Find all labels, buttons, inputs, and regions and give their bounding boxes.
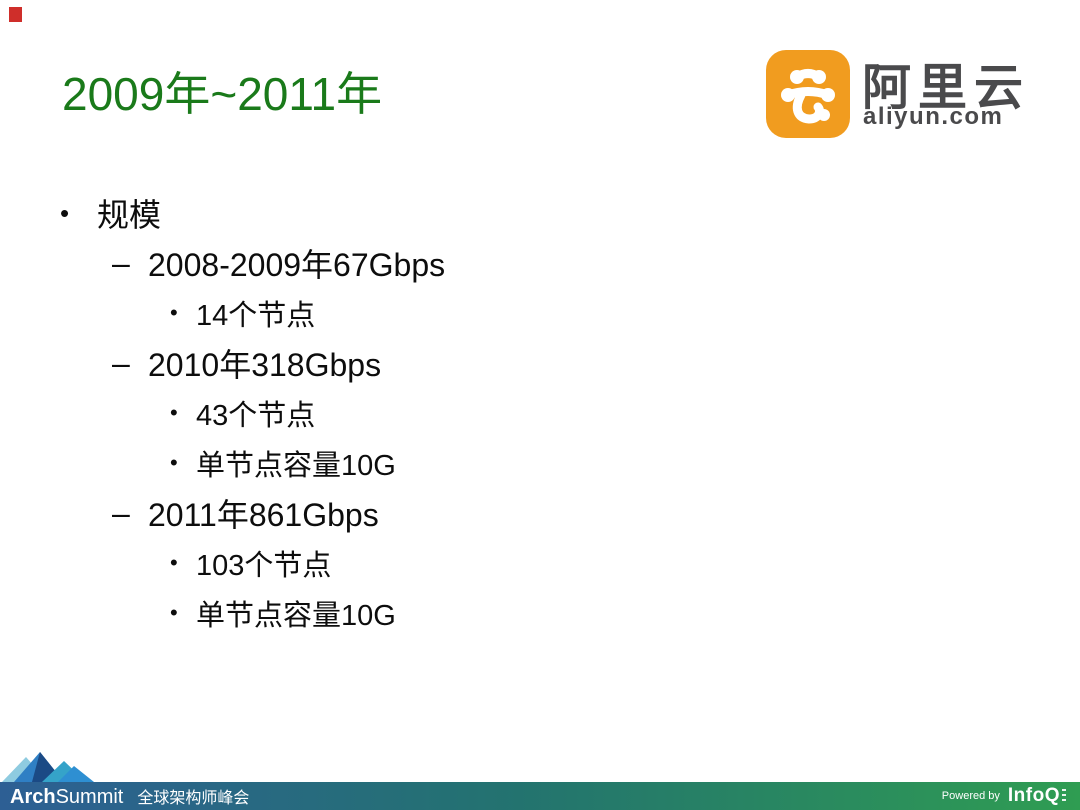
list-item-text: 2010年318Gbps xyxy=(148,347,382,383)
list-item: • 单节点容量10G xyxy=(0,438,1080,488)
list-item: • 43个节点 xyxy=(0,388,1080,438)
bullet-icon: • xyxy=(170,400,178,425)
bullet-icon: • xyxy=(60,197,70,228)
brand-regular-text: Summit xyxy=(55,785,124,808)
aliyun-logo: 阿里云 aliyun.com xyxy=(766,48,1046,140)
list-item-text: 规模 xyxy=(97,197,162,233)
bullet-list: • 规模 – 2008-2009年67Gbps • 14个节点 – 2010年3… xyxy=(0,188,1080,638)
list-item-text: 单节点容量10G xyxy=(196,600,396,632)
slide-title: 2009年~2011年 xyxy=(62,68,383,120)
dash-icon: – xyxy=(112,244,130,281)
list-item: – 2010年318Gbps xyxy=(0,338,1080,388)
infoq-logo: InfoQ xyxy=(1007,785,1060,806)
list-item: • 规模 xyxy=(0,188,1080,238)
list-item-text: 2011年861Gbps xyxy=(148,497,379,533)
mountains-logo xyxy=(2,749,94,782)
list-item: • 103个节点 xyxy=(0,538,1080,588)
aliyun-domain-text: aliyun.com xyxy=(863,103,1004,130)
dash-icon: – xyxy=(112,344,130,381)
list-item-text: 14个节点 xyxy=(196,300,316,332)
bullet-icon: • xyxy=(170,550,178,575)
list-item-text: 2008-2009年67Gbps xyxy=(148,247,446,283)
list-item: • 单节点容量10G xyxy=(0,588,1080,638)
footer-bar: Arch Summit 全球架构师峰会 Powered by InfoQ xyxy=(0,782,1080,810)
bullet-icon: • xyxy=(170,600,178,625)
bullet-icon: • xyxy=(170,450,178,475)
list-item: – 2008-2009年67Gbps xyxy=(0,238,1080,288)
infoq-cn-mark-icon xyxy=(1062,789,1066,803)
list-item: – 2011年861Gbps xyxy=(0,488,1080,538)
dash-icon: – xyxy=(112,494,130,531)
brand-bold-text: Arch xyxy=(10,785,56,808)
archsummit-brand: Arch Summit 全球架构师峰会 xyxy=(0,784,249,809)
aliyun-brand-text: 阿里云 xyxy=(862,61,1031,115)
list-item-text: 单节点容量10G xyxy=(196,450,396,482)
powered-by-infoq: Powered by InfoQ xyxy=(942,785,1080,807)
aliyun-cloud-icon xyxy=(766,50,850,138)
brand-cn-text: 全球架构师峰会 xyxy=(137,789,250,807)
bullet-icon: • xyxy=(170,300,178,325)
list-item: • 14个节点 xyxy=(0,288,1080,338)
powered-by-text: Powered by xyxy=(941,790,1000,802)
list-item-text: 43个节点 xyxy=(196,400,316,432)
corner-marker xyxy=(9,7,22,22)
list-item-text: 103个节点 xyxy=(196,550,332,582)
